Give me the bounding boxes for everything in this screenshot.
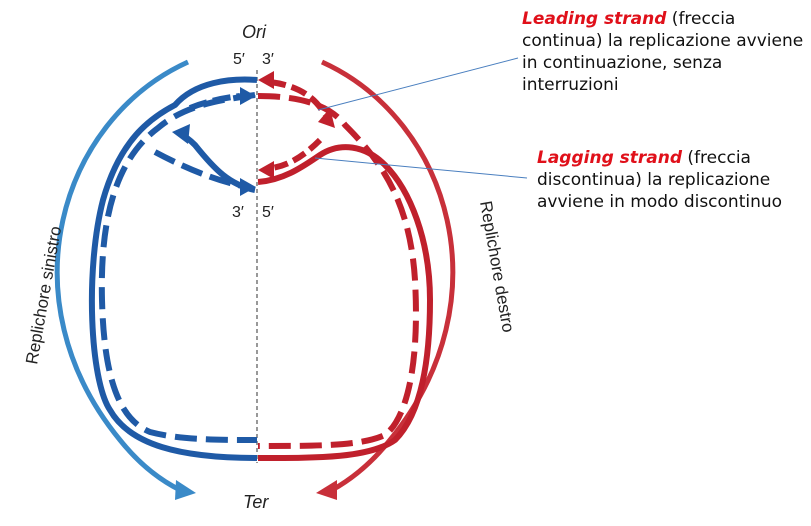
lagging-strand-text: (freccia discontinua) la replicazione av…	[537, 148, 783, 212]
left-replichore-arrowhead	[175, 480, 196, 500]
left-outer-strand	[88, 76, 258, 461]
right-upper-arrowhead	[318, 108, 335, 128]
ter-label: Ter	[243, 492, 269, 512]
left-top-dashed-arrow	[188, 93, 241, 111]
lagging-pointer-line	[314, 157, 528, 179]
right-replichore-arrowhead	[316, 480, 337, 500]
right-replichore-arrow	[320, 59, 456, 493]
left-upper-arrowhead	[172, 124, 190, 144]
leading-pointer-line	[317, 57, 519, 111]
top-3-prime-label: 3′	[262, 51, 274, 68]
lagging-strand-term: Lagging strand	[537, 148, 683, 168]
leading-strand-annotation: Leading strand (freccia continua) la rep…	[522, 8, 807, 96]
left-lower-arrowhead	[240, 178, 256, 196]
left-replichore-arrow	[54, 59, 190, 493]
replichore-right-label: Replichore destro	[476, 199, 518, 334]
mid-3-prime-label: 3′	[232, 204, 244, 221]
leading-strand-term: Leading strand	[522, 9, 667, 29]
right-inner-dashed-strand	[257, 93, 419, 449]
top-5-prime-label: 5′	[233, 51, 245, 68]
right-lower-arrowhead	[258, 161, 274, 179]
right-lower-dashed-arrow	[271, 137, 323, 171]
leading-strand-text: (freccia continua) la replicazione avvie…	[522, 9, 804, 95]
left-top-arrowhead	[240, 87, 256, 105]
ori-label: Ori	[242, 22, 267, 42]
mid-5-prime-label: 5′	[262, 204, 274, 221]
right-outer-strand	[257, 144, 434, 461]
left-inner-dashed-strand	[98, 92, 258, 443]
lagging-strand-annotation: Lagging strand (freccia discontinua) la …	[537, 147, 807, 213]
right-top-arrowhead	[258, 71, 274, 89]
